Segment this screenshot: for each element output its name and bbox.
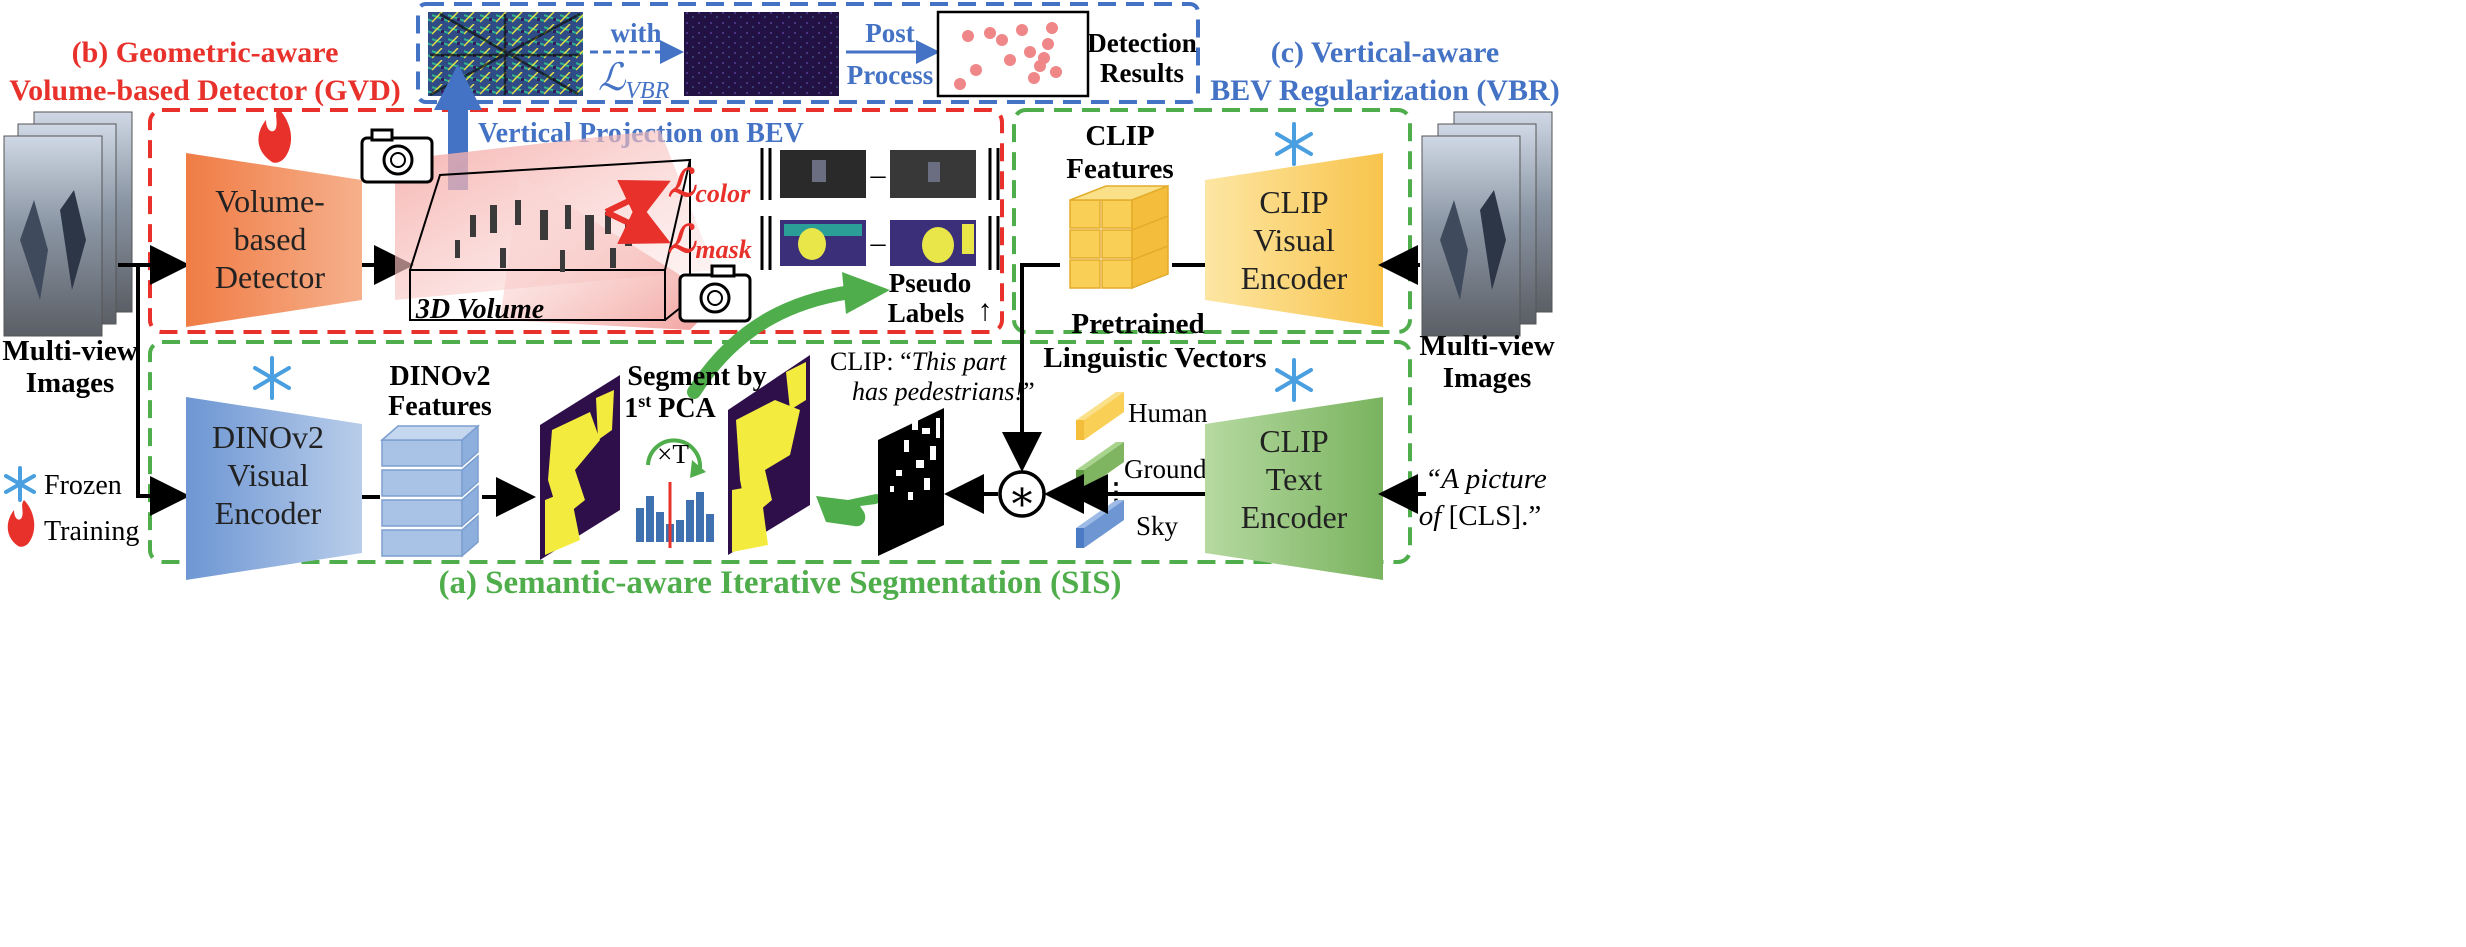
clip-text-encoder-box [1205, 397, 1383, 580]
iteration-label: ×T [657, 439, 689, 469]
gvd-title-line1: (b) Geometric-aware [72, 36, 339, 69]
bev-regularized-image [684, 12, 839, 96]
legend-training: Training [44, 516, 139, 547]
with-label: with [610, 18, 661, 48]
clip-visual-encoder-box [1205, 153, 1383, 327]
pca-map-1 [540, 375, 620, 560]
loss-mask-label: ℒmask [668, 219, 752, 264]
prompt-line1: “A picture [1425, 463, 1547, 495]
legend-snowflake-icon [4, 466, 36, 502]
color-loss-arrow [604, 179, 671, 224]
input-to-dino-arrow [136, 265, 190, 516]
dino-line3: Encoder [215, 495, 322, 531]
sis-frame [148, 340, 1412, 564]
detection-results-image [936, 10, 1090, 98]
pseudo-line1: Pseudo [889, 268, 972, 298]
right-input-line1: Multi-view [1419, 330, 1554, 362]
clip-text-snowflake-icon [1275, 358, 1313, 402]
mask-minus: – [870, 226, 887, 259]
sis-title: (a) Semantic-aware Iterative Segmentatio… [438, 565, 1121, 601]
vbr-clip-frame [1012, 108, 1412, 334]
prompt-line2: of [CLS].” [1419, 500, 1541, 532]
left-multiview-images [3, 111, 133, 337]
clip-quote-line1: CLIP: “This part [830, 347, 1007, 376]
pca-map-2 [728, 355, 810, 555]
pca-histogram [636, 482, 714, 548]
pointing-hand-icon [816, 494, 881, 527]
dinov2-features-stack [380, 424, 480, 558]
vertical-projection-arrow [434, 64, 482, 190]
segment-line2: 1st PCA [624, 391, 716, 424]
detector-line1: Volume- [215, 183, 325, 219]
clip-text-line1: CLIP [1259, 423, 1328, 459]
clip-visual-line3: Encoder [1241, 260, 1348, 296]
loss-vbr-label: ℒVBR [598, 57, 670, 104]
clip-features-line1: CLIP [1085, 120, 1154, 152]
vector-sky-label: Sky [1136, 511, 1179, 541]
pseudo-line2: Labels [888, 298, 965, 328]
volume-based-detector-box [186, 153, 362, 327]
training-fire-icon [258, 108, 292, 163]
segment-line1: Segment by [627, 361, 766, 392]
detection-line1: Detection [1087, 28, 1196, 58]
multiply-symbol: ∗ [1008, 474, 1037, 520]
post-label: Post [865, 18, 915, 48]
legend-frozen: Frozen [44, 470, 122, 501]
clip-quote-line2: has pedestrians!” [852, 377, 1035, 406]
clip-features-cube [1069, 184, 1169, 290]
process-label: Process [847, 60, 933, 90]
pseudo-label-curve-arrowhead [842, 272, 890, 314]
clip-visual-snowflake-icon [1275, 122, 1313, 166]
clip-text-line2: Text [1266, 461, 1323, 497]
linguistic-vector-human [1076, 392, 1124, 440]
vbr-top-frame [416, 2, 1200, 104]
pseudo-up-arrow: ↑ [978, 294, 993, 327]
volume-label: 3D Volume [415, 294, 544, 325]
camera-icon-top [360, 128, 434, 184]
legend-fire-icon [7, 500, 35, 547]
linguistic-vector-sky [1076, 500, 1124, 548]
dinov2-encoder-box [186, 397, 362, 580]
gvd-title-line2: Volume-based Detector (GVD) [9, 74, 401, 107]
left-input-line1: Multi-view [2, 335, 137, 367]
vector-human-label: Human [1128, 398, 1208, 428]
color-minus: – [870, 158, 887, 191]
dino-frozen-snowflake-icon [253, 356, 291, 400]
pretrained-line2: Linguistic Vectors [1043, 342, 1266, 374]
vbr-title-line2: BEV Regularization (VBR) [1210, 74, 1559, 107]
color-compare [760, 148, 1000, 200]
right-multiview-images [1421, 111, 1553, 337]
detector-line2: based [234, 221, 307, 257]
detector-line3: Detector [215, 259, 326, 295]
loss-color-label: ℒcolor [668, 163, 751, 208]
detection-line2: Results [1100, 58, 1184, 88]
vector-ground-label: Ground [1124, 454, 1207, 484]
clip-text-line3: Encoder [1241, 499, 1348, 535]
pretrained-line1: Pretrained [1071, 308, 1204, 340]
right-input-line2: Images [1443, 362, 1532, 394]
dino-line1: DINOv2 [212, 419, 324, 455]
clip-visual-line2: Visual [1253, 222, 1335, 258]
dino-features-line2: Features [388, 391, 492, 422]
clip-visual-line1: CLIP [1259, 184, 1328, 220]
left-input-line2: Images [26, 367, 115, 399]
dino-line2: Visual [227, 457, 309, 493]
features-to-multiply-arrow [1002, 263, 1060, 472]
iteration-loop-icon [646, 438, 706, 478]
vbr-title-line1: (c) Vertical-aware [1271, 36, 1500, 69]
pseudo-label-curve-arrow [687, 285, 857, 399]
binary-mask-image [878, 408, 944, 556]
mask-compare [760, 216, 1000, 270]
camera-icon-bottom [678, 264, 752, 323]
clip-features-line2: Features [1066, 153, 1173, 185]
dino-features-line1: DINOv2 [389, 361, 490, 392]
mask-loss-arrow [604, 200, 671, 245]
